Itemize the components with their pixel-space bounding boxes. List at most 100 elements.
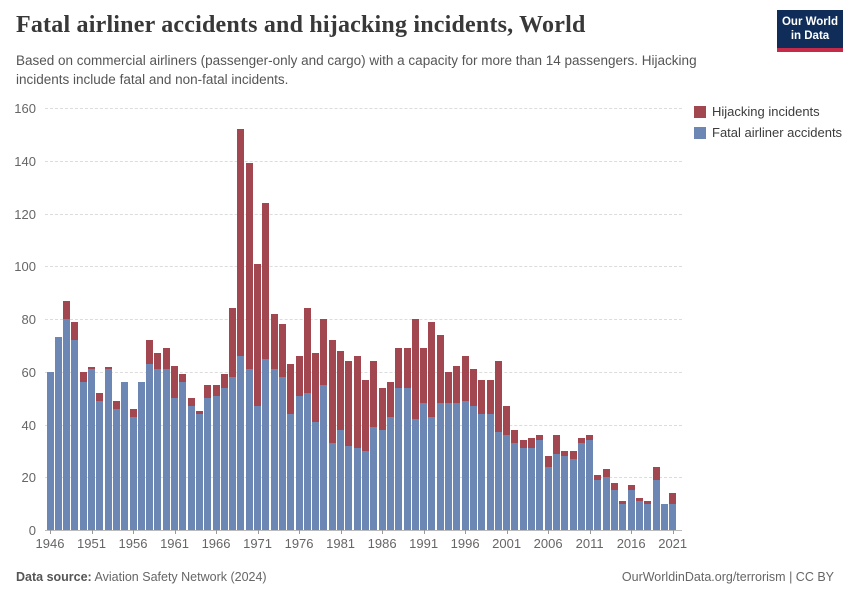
bar-2012[interactable] bbox=[594, 474, 602, 530]
bar-2021[interactable] bbox=[669, 493, 677, 530]
bar-1955[interactable] bbox=[121, 382, 129, 530]
bar-1971[interactable] bbox=[254, 263, 262, 530]
bar-2004[interactable] bbox=[528, 437, 536, 530]
x-axis-label-2006: 2006 bbox=[533, 536, 563, 551]
bar-2015[interactable] bbox=[619, 501, 627, 530]
bar-segment-fatal-accidents-2017 bbox=[635, 501, 643, 530]
bar-1947[interactable] bbox=[54, 337, 62, 530]
bar-1952[interactable] bbox=[96, 392, 104, 530]
bar-segment-fatal-accidents-2004 bbox=[528, 448, 536, 530]
bar-1989[interactable] bbox=[403, 348, 411, 530]
bar-segment-fatal-accidents-1947 bbox=[54, 337, 62, 530]
bar-segment-hijacking-1993 bbox=[436, 334, 444, 404]
bar-segment-hijacking-1982 bbox=[345, 361, 353, 446]
bar-1983[interactable] bbox=[353, 355, 361, 530]
bar-1946[interactable] bbox=[46, 371, 54, 530]
bar-2001[interactable] bbox=[503, 406, 511, 530]
bar-1997[interactable] bbox=[469, 369, 477, 530]
bar-1996[interactable] bbox=[461, 355, 469, 530]
bar-segment-fatal-accidents-1961 bbox=[171, 398, 179, 530]
bar-1969[interactable] bbox=[237, 129, 245, 530]
bar-segment-fatal-accidents-1989 bbox=[403, 387, 411, 530]
bar-2009[interactable] bbox=[569, 450, 577, 530]
bar-1974[interactable] bbox=[278, 324, 286, 530]
bar-1948[interactable] bbox=[63, 300, 71, 530]
gridline-y-160 bbox=[45, 108, 682, 109]
bar-1995[interactable] bbox=[453, 366, 461, 530]
bar-1988[interactable] bbox=[395, 348, 403, 530]
bar-2005[interactable] bbox=[536, 435, 544, 530]
bar-1994[interactable] bbox=[445, 371, 453, 530]
bar-2006[interactable] bbox=[544, 456, 552, 530]
bar-1950[interactable] bbox=[79, 371, 87, 530]
bar-1951[interactable] bbox=[88, 366, 95, 530]
bar-1977[interactable] bbox=[303, 308, 311, 530]
bar-2008[interactable] bbox=[561, 450, 569, 530]
bar-segment-hijacking-1996 bbox=[461, 355, 469, 401]
bar-1990[interactable] bbox=[411, 319, 419, 530]
bar-1984[interactable] bbox=[361, 379, 369, 530]
bar-1973[interactable] bbox=[270, 313, 278, 530]
bar-2011[interactable] bbox=[586, 435, 594, 530]
legend-item-hijacking[interactable]: Hijacking incidents bbox=[694, 104, 842, 119]
bar-1965[interactable] bbox=[204, 384, 212, 530]
bar-2016[interactable] bbox=[627, 485, 635, 530]
bar-1959[interactable] bbox=[154, 353, 162, 530]
owid-attribution-link[interactable]: OurWorldinData.org/terrorism | CC BY bbox=[621, 570, 834, 584]
bar-segment-fatal-accidents-1976 bbox=[295, 395, 303, 530]
x-axis-label-1996: 1996 bbox=[450, 536, 480, 551]
legend-item-fatal-accidents[interactable]: Fatal airliner accidents bbox=[694, 125, 842, 140]
bar-2020[interactable] bbox=[660, 503, 668, 530]
bar-2007[interactable] bbox=[552, 435, 560, 530]
bar-2018[interactable] bbox=[644, 501, 652, 530]
bar-1967[interactable] bbox=[220, 374, 228, 530]
bar-1998[interactable] bbox=[478, 379, 486, 530]
bar-1992[interactable] bbox=[428, 321, 436, 530]
x-tick-2006 bbox=[548, 530, 550, 534]
bar-1978[interactable] bbox=[312, 353, 320, 530]
bar-segment-hijacking-1954 bbox=[112, 400, 120, 409]
bar-1953[interactable] bbox=[104, 366, 112, 530]
bar-segment-fatal-accidents-1966 bbox=[212, 395, 220, 530]
bar-1972[interactable] bbox=[262, 202, 270, 530]
bar-1979[interactable] bbox=[320, 319, 328, 530]
bar-1968[interactable] bbox=[229, 308, 237, 530]
bar-2017[interactable] bbox=[635, 498, 643, 530]
bar-2002[interactable] bbox=[511, 429, 519, 530]
bar-2013[interactable] bbox=[602, 469, 610, 530]
owid-logo[interactable]: Our World in Data bbox=[777, 10, 843, 52]
bar-1982[interactable] bbox=[345, 361, 353, 530]
bar-segment-hijacking-1951 bbox=[88, 366, 95, 370]
bar-2003[interactable] bbox=[519, 440, 527, 530]
bar-1963[interactable] bbox=[187, 398, 195, 530]
bar-1981[interactable] bbox=[337, 350, 345, 530]
bar-1956[interactable] bbox=[129, 408, 137, 530]
bar-1993[interactable] bbox=[436, 334, 444, 530]
bar-1949[interactable] bbox=[71, 321, 79, 530]
bar-1986[interactable] bbox=[378, 387, 386, 530]
bar-1991[interactable] bbox=[420, 348, 428, 530]
bar-segment-fatal-accidents-1948 bbox=[63, 319, 71, 530]
bar-1964[interactable] bbox=[195, 411, 203, 530]
bar-1985[interactable] bbox=[370, 361, 378, 530]
bar-segment-fatal-accidents-2009 bbox=[569, 458, 577, 530]
bar-1976[interactable] bbox=[295, 355, 303, 530]
bar-2019[interactable] bbox=[652, 466, 660, 530]
bar-1957[interactable] bbox=[137, 382, 145, 530]
bar-1970[interactable] bbox=[245, 163, 253, 530]
bar-2014[interactable] bbox=[611, 482, 619, 530]
bar-1961[interactable] bbox=[171, 366, 179, 530]
bar-1960[interactable] bbox=[162, 348, 170, 530]
bar-1954[interactable] bbox=[112, 400, 120, 530]
bar-1962[interactable] bbox=[179, 374, 187, 530]
bar-1980[interactable] bbox=[328, 340, 336, 530]
bar-1966[interactable] bbox=[212, 384, 220, 530]
bar-segment-hijacking-1990 bbox=[411, 319, 419, 420]
bar-1999[interactable] bbox=[486, 379, 494, 530]
bar-1975[interactable] bbox=[287, 363, 295, 530]
bar-segment-fatal-accidents-1978 bbox=[312, 421, 320, 530]
bar-2010[interactable] bbox=[577, 437, 585, 530]
bar-1958[interactable] bbox=[146, 340, 154, 530]
bar-2000[interactable] bbox=[494, 361, 502, 530]
bar-1987[interactable] bbox=[386, 382, 394, 530]
